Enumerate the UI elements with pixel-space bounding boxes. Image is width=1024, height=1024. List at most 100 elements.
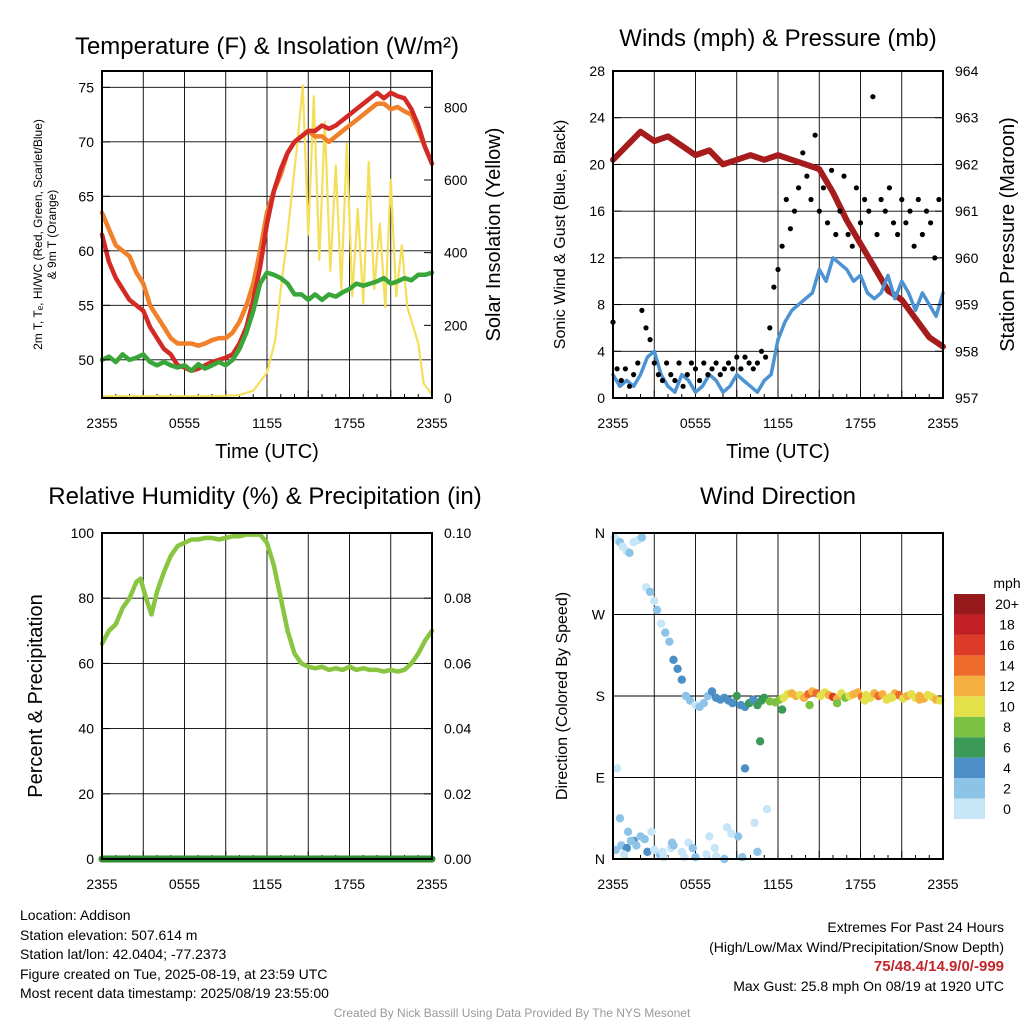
direction-colorbar-label: 0	[1003, 801, 1011, 817]
winds-gust-point	[709, 366, 715, 372]
direction-y-tick-label: S	[596, 688, 605, 704]
direction-x-tick-label: 2355	[597, 876, 628, 892]
temperature-x-tick-label: 1155	[252, 415, 282, 431]
winds-gust-point	[878, 196, 884, 203]
temperature-y-tick-label: 60	[78, 243, 94, 259]
direction-colorbar-label: 14	[999, 658, 1015, 674]
winds-gust-point	[787, 226, 794, 232]
station-info: Location: Addison Station elevation: 507…	[20, 906, 329, 1004]
direction-point	[669, 655, 678, 664]
winds-gust-point	[639, 307, 645, 313]
extremes-values: 75/48.4/14.9/0/-999	[873, 958, 1004, 975]
figure-created: Figure created on Tue, 2025-08-19, at 23…	[20, 965, 328, 982]
winds-x-tick-label: 1755	[845, 415, 876, 431]
direction-point	[887, 693, 897, 702]
winds-gust-point	[915, 196, 921, 203]
direction-point	[659, 853, 669, 862]
humidity-y2-tick-label: 0.08	[444, 590, 471, 606]
humidity-x-tick-label: 0555	[169, 876, 200, 892]
direction-point	[612, 764, 622, 773]
winds-gust-point	[676, 360, 682, 366]
winds-gust-point	[622, 366, 629, 372]
direction-point	[643, 847, 652, 856]
temperature-y-axis-label-2: & 9m T (Orange)	[45, 190, 59, 280]
winds-y2-tick-label: 960	[955, 250, 979, 266]
humidity-plot-border	[101, 532, 433, 860]
winds-gust-point	[808, 196, 814, 203]
direction-point	[753, 847, 762, 856]
direction-point	[832, 699, 842, 708]
winds-gust-point	[701, 360, 707, 366]
direction-point	[623, 827, 633, 836]
winds-y2-tick-label: 957	[955, 390, 979, 406]
winds-gust-point	[862, 196, 868, 203]
temperature-y-tick-label: 55	[78, 297, 94, 313]
direction-point	[625, 548, 634, 558]
direction-point	[667, 838, 677, 847]
winds-y-tick-label: 8	[597, 297, 605, 313]
direction-point	[632, 841, 641, 850]
humidity-y2-tick-label: 0.04	[444, 721, 471, 737]
winds-gust-point	[688, 360, 695, 366]
winds-gust-point	[804, 173, 810, 179]
winds-gust-point	[734, 354, 740, 360]
credit-line: Created By Nick Bassill Using Data Provi…	[333, 1006, 691, 1020]
winds-gust-point	[626, 383, 633, 389]
humidity-y-tick-label: 0	[86, 851, 94, 867]
winds-gust-point	[911, 243, 917, 249]
winds-gust-point	[849, 243, 855, 249]
temperature-plot-border	[101, 70, 433, 399]
temperature-y2-tick-label: 400	[444, 245, 468, 261]
direction-colorbar-swatch	[954, 614, 985, 635]
temperature-y-tick-label: 50	[78, 352, 94, 368]
winds-gust-point	[655, 372, 662, 378]
direction-colorbar-swatch	[954, 655, 985, 676]
winds-series-pressure	[610, 128, 946, 350]
winds-gust-point	[890, 220, 897, 226]
direction-point	[699, 699, 708, 708]
winds-gust-point	[824, 220, 831, 226]
winds-y-tick-label: 16	[589, 203, 605, 219]
winds-y2-tick-label: 958	[955, 343, 979, 359]
direction-colorbar-label: 18	[999, 617, 1015, 633]
direction-point	[640, 834, 649, 844]
winds-gust-point	[853, 185, 860, 191]
humidity-x-tick-label: 1755	[334, 876, 365, 892]
winds-gust-point	[721, 366, 728, 372]
winds-series-wind	[611, 256, 945, 394]
direction-point	[860, 696, 869, 705]
direction-x-tick-label: 2355	[927, 876, 958, 892]
direction-point	[732, 691, 741, 701]
temperature-series-dewpoint	[99, 270, 435, 374]
winds-gust-point	[738, 366, 744, 372]
winds-gust-point	[841, 173, 847, 179]
direction-point	[738, 853, 747, 862]
winds-gust-point	[680, 383, 686, 389]
direction-point	[637, 533, 647, 542]
direction-colorbar-label: 16	[999, 637, 1015, 653]
winds-gust-point	[614, 366, 620, 372]
humidity-y2-tick-label: 0.06	[444, 655, 471, 671]
winds-title: Winds (mph) & Pressure (mb)	[619, 25, 936, 52]
winds-plot-border	[612, 70, 944, 399]
direction-colorbar-label: 12	[999, 678, 1015, 694]
direction-point	[673, 664, 682, 673]
temperature-y2-tick-label: 200	[444, 317, 468, 333]
winds-gust-point	[936, 196, 942, 203]
direction-colorbar-label: 20+	[995, 596, 1019, 612]
winds-x-tick-label: 1155	[763, 415, 793, 431]
temperature-title: Temperature (F) & Insolation (W/m²)	[75, 33, 459, 60]
winds-y-tick-label: 28	[589, 63, 605, 79]
winds-gust-point	[618, 377, 624, 384]
winds-y2-tick-label: 961	[955, 203, 979, 219]
winds-gust-point	[812, 132, 818, 138]
humidity-series-rh	[99, 532, 435, 674]
winds-y2-tick-label: 959	[955, 297, 979, 313]
humidity-y-tick-label: 80	[78, 590, 94, 606]
direction-point	[647, 827, 656, 836]
temperature-x-axis-label: Time (UTC)	[215, 441, 319, 463]
direction-point	[615, 814, 625, 823]
temperature-x-tick-label: 2355	[86, 415, 117, 431]
direction-point	[915, 695, 924, 704]
station-elevation: Station elevation: 507.614 m	[20, 926, 198, 943]
